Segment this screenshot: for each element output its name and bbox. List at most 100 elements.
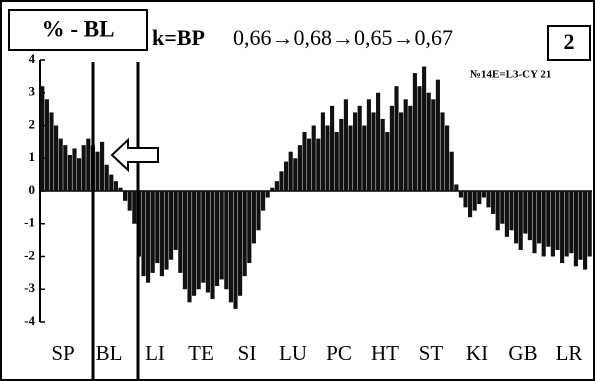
bar: [445, 125, 450, 191]
bar: [422, 66, 427, 191]
panel-number: 2: [564, 29, 575, 54]
bar: [463, 191, 468, 208]
x-tick-label: ST: [419, 341, 444, 365]
bar: [348, 125, 353, 191]
bar: [251, 191, 256, 244]
bar: [541, 191, 546, 257]
bar: [569, 191, 574, 254]
bar: [399, 112, 404, 191]
x-tick-label: LR: [556, 341, 583, 365]
bar: [371, 112, 376, 191]
bar: [330, 105, 335, 191]
arrow: [110, 137, 159, 173]
bar: [178, 191, 183, 273]
bar: [408, 105, 413, 191]
bar: [412, 73, 417, 191]
bar: [127, 191, 132, 211]
bar: [486, 191, 491, 208]
bar: [293, 158, 298, 191]
bar: [385, 132, 390, 191]
x-tick-label: SI: [238, 341, 257, 365]
x-tick-label: KI: [466, 341, 488, 365]
x-tick-label: PC: [326, 341, 352, 365]
bar: [146, 191, 151, 283]
bar: [265, 191, 270, 198]
bar: [233, 191, 238, 309]
bar: [159, 191, 164, 277]
bar: [362, 125, 367, 191]
bar: [334, 132, 339, 191]
bar: [297, 145, 302, 191]
bar: [224, 191, 229, 290]
bar: [440, 112, 445, 191]
title-values: 0,66→0,68→0,65→0,67: [233, 25, 453, 50]
x-tick-label: SP: [51, 341, 74, 365]
panel-box: [547, 25, 591, 61]
bar: [247, 191, 252, 264]
bar: [182, 191, 187, 290]
bar: [435, 79, 440, 191]
bar: [49, 112, 54, 191]
y-tick-label: 1: [29, 149, 36, 164]
y-tick-label: 0: [29, 182, 36, 197]
y-tick-label: -4: [24, 313, 35, 328]
bar: [307, 138, 312, 191]
bar: [491, 191, 496, 214]
bar: [219, 191, 224, 280]
bar: [54, 125, 59, 191]
x-tick-label: LU: [279, 341, 307, 365]
bar: [141, 191, 146, 277]
bar: [550, 191, 555, 257]
bar: [155, 191, 160, 264]
bar: [274, 181, 279, 191]
bar: [426, 92, 431, 191]
bar: [311, 125, 316, 191]
bar: [325, 125, 330, 191]
bar: [343, 99, 348, 191]
bar: [316, 138, 321, 191]
bar: [449, 151, 454, 191]
x-tick-label: HT: [371, 341, 399, 365]
bar: [113, 181, 118, 191]
bar: [187, 191, 192, 303]
bar: [555, 191, 560, 250]
bar: [284, 161, 289, 191]
bar: [196, 191, 201, 290]
bar: [560, 191, 565, 264]
bar: [150, 191, 155, 273]
bar: [86, 138, 91, 191]
bar: [261, 191, 266, 211]
bar: [532, 191, 537, 254]
bar: [238, 191, 243, 296]
bar: [104, 164, 109, 191]
bar: [192, 191, 197, 296]
label-box: [8, 9, 148, 51]
bar: [366, 99, 371, 191]
bar: [77, 158, 82, 191]
x-tick-label: LI: [145, 341, 165, 365]
bar: [320, 112, 325, 191]
bar: [537, 191, 542, 244]
bar: [564, 191, 569, 257]
x-tick-label: BL: [96, 341, 123, 365]
bar: [339, 118, 344, 191]
bar: [403, 99, 408, 191]
bar: [228, 191, 233, 303]
bar: [164, 191, 169, 270]
bar: [40, 86, 45, 191]
bar: [578, 191, 583, 260]
bar: [546, 191, 551, 247]
annotation: №14E=L3-CY 21: [470, 69, 551, 81]
bar: [72, 148, 77, 191]
bar: [523, 191, 528, 234]
bar: [495, 191, 500, 231]
bar: [173, 191, 178, 250]
bar: [169, 191, 174, 260]
title-k: k=BP: [152, 25, 205, 50]
x-tick-label: GB: [508, 341, 537, 365]
y-tick-label: 3: [29, 84, 36, 99]
bar: [95, 151, 100, 191]
